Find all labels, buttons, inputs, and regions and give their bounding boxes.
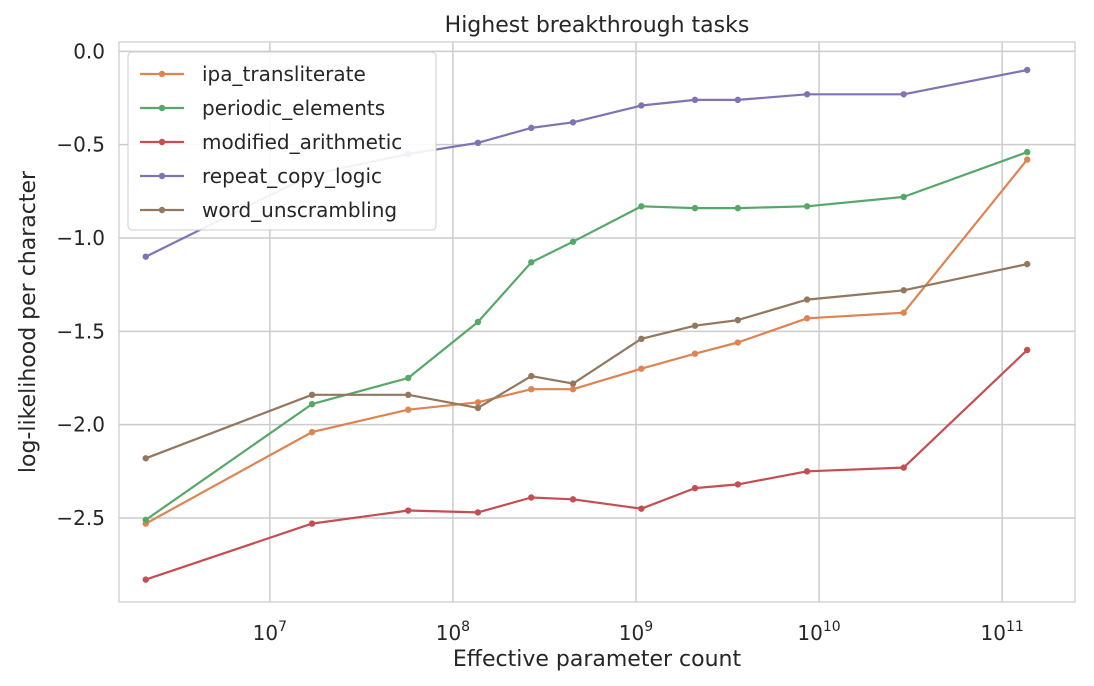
data-point xyxy=(734,96,742,104)
y-axis-label: log-likelihood per character xyxy=(16,170,41,473)
x-tick-label: 1010 xyxy=(797,619,840,645)
data-point xyxy=(734,316,742,324)
legend-label: modified_arithmetic xyxy=(202,130,402,154)
data-point xyxy=(528,494,535,501)
x-axis-label: Effective parameter count xyxy=(453,647,742,672)
data-point xyxy=(142,455,149,462)
x-tick-label: 109 xyxy=(619,619,653,645)
data-point xyxy=(569,386,577,393)
legend-marker xyxy=(158,172,166,180)
data-point xyxy=(638,505,645,512)
data-point xyxy=(691,204,699,212)
data-point xyxy=(803,468,811,475)
series-modified-arithmetic xyxy=(142,346,1031,583)
data-point xyxy=(308,391,316,398)
data-point xyxy=(803,91,811,98)
data-point xyxy=(142,576,149,583)
data-point xyxy=(569,238,577,245)
series-word-unscrambling xyxy=(142,260,1031,462)
data-point xyxy=(405,406,412,413)
y-tick-label: 0.0 xyxy=(73,39,105,63)
data-point xyxy=(803,296,811,303)
data-point xyxy=(1023,148,1031,156)
legend-label: repeat_copy_logic xyxy=(202,164,382,188)
data-point xyxy=(474,399,482,406)
legend: ipa_transliterate periodic_elementsmodifi… xyxy=(127,51,437,231)
data-point xyxy=(474,404,482,412)
x-tick-label: 107 xyxy=(253,619,287,645)
series-ipa-transliterate xyxy=(142,156,1031,527)
data-point xyxy=(1023,156,1031,163)
x-tick-label: 108 xyxy=(436,619,470,645)
legend-marker xyxy=(158,104,166,112)
legend-label: ipa_transliterate xyxy=(202,62,366,86)
data-point xyxy=(803,203,811,210)
x-tick-labels: 107 108 109 1010 1011 xyxy=(253,619,1024,645)
data-point xyxy=(569,380,577,387)
data-point xyxy=(308,400,316,408)
data-point xyxy=(142,253,149,260)
data-point xyxy=(528,386,535,393)
data-point xyxy=(734,339,742,346)
data-point xyxy=(638,335,645,342)
y-tick-label: −1.5 xyxy=(56,319,105,343)
data-point xyxy=(638,102,645,109)
data-point xyxy=(528,259,535,266)
series-line xyxy=(144,151,1029,522)
series-periodic-elements xyxy=(142,148,1031,524)
data-point xyxy=(691,96,699,104)
series-line xyxy=(144,348,1029,581)
data-point xyxy=(734,204,742,212)
series-layer xyxy=(142,66,1031,583)
data-point xyxy=(405,391,412,398)
series-line xyxy=(144,158,1029,525)
data-point xyxy=(734,481,742,488)
data-point xyxy=(569,496,577,503)
x-tick-label: 1011 xyxy=(981,619,1024,645)
data-point xyxy=(638,365,645,372)
data-point xyxy=(638,203,645,210)
data-point xyxy=(474,139,482,146)
legend-label: periodic_elements xyxy=(202,96,385,120)
legend-label: word_unscrambling xyxy=(202,198,397,222)
data-point xyxy=(474,509,482,516)
series-line xyxy=(144,263,1029,460)
data-point xyxy=(569,119,577,126)
legend-marker xyxy=(158,206,166,214)
y-tick-label: −2.5 xyxy=(56,506,105,530)
plot-frame xyxy=(118,41,1076,603)
legend-box xyxy=(127,51,437,231)
y-tick-label: −1.0 xyxy=(56,226,105,250)
y-tick-label: −0.5 xyxy=(56,133,105,157)
y-tick-labels: 0.0 −0.5 −1.0 −1.5 −2.0 −2.5 xyxy=(56,39,105,530)
data-point xyxy=(1023,346,1031,354)
data-point xyxy=(900,464,907,471)
data-point xyxy=(1023,260,1031,268)
data-point xyxy=(803,315,811,322)
legend-marker xyxy=(158,138,166,146)
data-point xyxy=(900,309,907,316)
data-point xyxy=(900,287,907,294)
data-point xyxy=(474,318,482,326)
data-point xyxy=(308,428,316,436)
data-point xyxy=(691,484,699,492)
data-point xyxy=(1023,66,1031,74)
data-point xyxy=(900,91,907,98)
data-point xyxy=(405,507,412,514)
data-point xyxy=(528,372,535,380)
data-point xyxy=(691,322,699,329)
grid-lines xyxy=(119,42,1075,602)
data-point xyxy=(405,374,412,382)
data-point xyxy=(691,350,699,357)
chart-title: Highest breakthrough tasks xyxy=(445,13,750,38)
y-tick-label: −2.0 xyxy=(56,413,105,437)
data-point xyxy=(900,193,907,201)
data-point xyxy=(308,520,316,527)
legend-marker xyxy=(158,70,166,78)
data-point xyxy=(528,124,535,132)
data-point xyxy=(142,516,149,524)
